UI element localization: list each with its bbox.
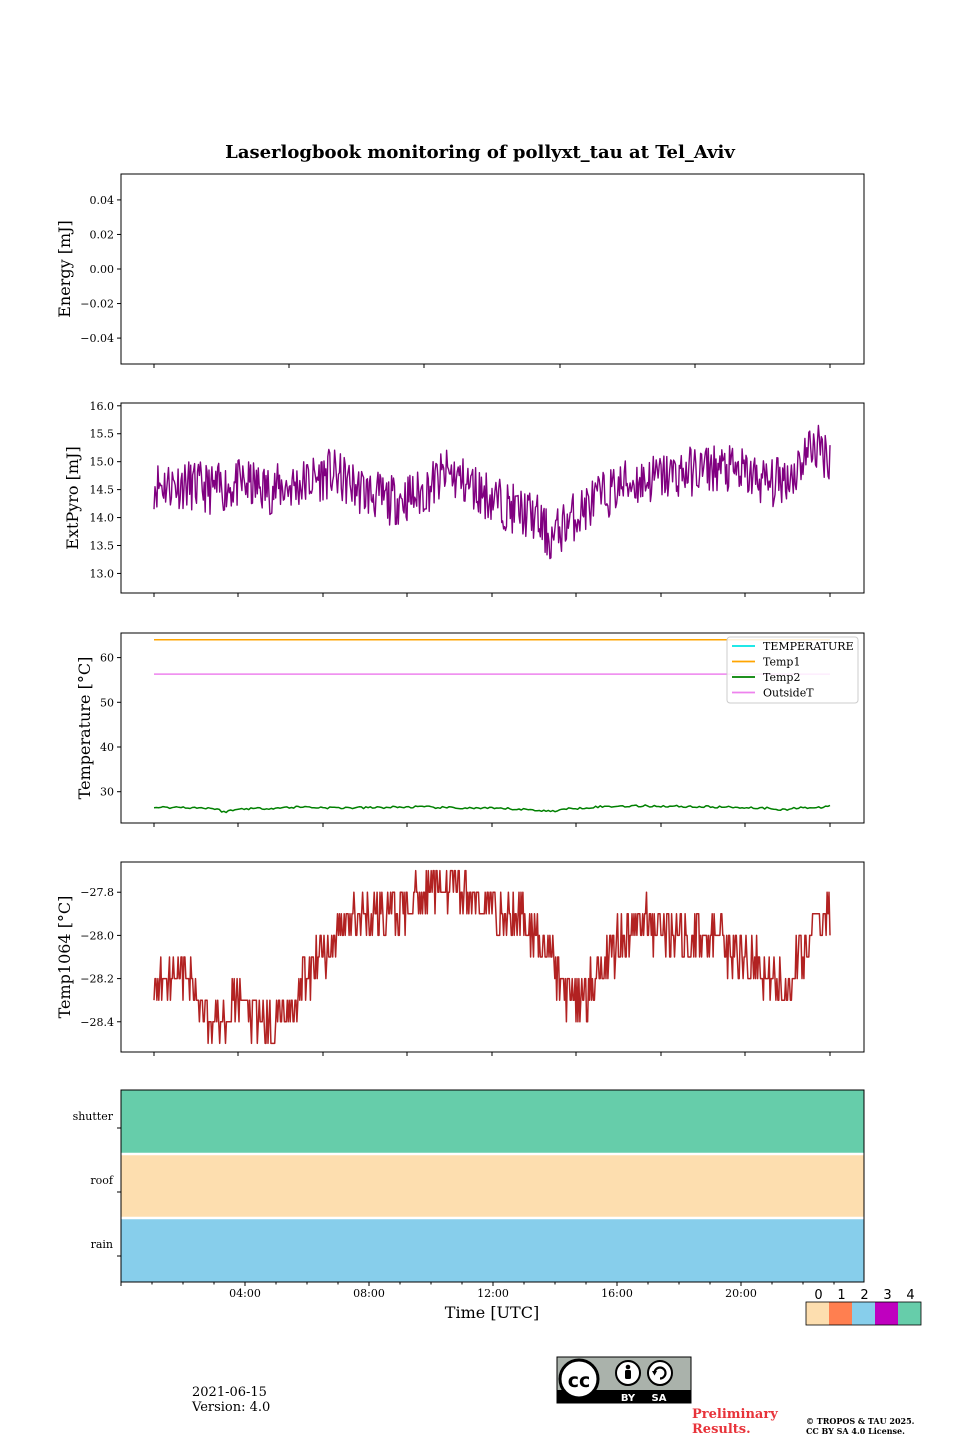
copyright-line1: © TROPOS & TAU 2025.: [806, 1416, 915, 1426]
y-tick-label: −28.0: [80, 929, 114, 942]
row-label-roof: roof: [90, 1174, 114, 1187]
y-tick-label: 15.0: [90, 456, 115, 469]
y-tick-label: −28.4: [80, 1016, 114, 1029]
legend-entry: Temp2: [763, 671, 800, 684]
colorbar-label-3: 3: [883, 1288, 891, 1303]
series-line-1: [153, 424, 831, 560]
y-tick-label: 60: [100, 652, 114, 665]
cc-logo-text: cc: [568, 1370, 591, 1392]
panel-5: shutter roof rain 04:00 08:00 12:00 16:00 20:00…: [73, 1089, 865, 1322]
colorbar-label-0: 0: [814, 1288, 822, 1303]
y-axis-label: Temp1064 [°C]: [55, 896, 74, 1019]
colorbar-label-4: 4: [906, 1288, 914, 1303]
y-tick-label: −0.04: [80, 332, 114, 345]
y-tick-label: 0.02: [90, 228, 115, 241]
y-axis-label: Temperature [°C]: [75, 657, 94, 800]
x-tick-label: 12:00: [477, 1287, 509, 1300]
y-axis-label: Energy [mJ]: [55, 220, 74, 318]
x-tick-label: 20:00: [725, 1287, 757, 1300]
panel-1: 0.04 0.02 0.00 −0.02 −0.04 Energy [mJ]: [55, 173, 865, 368]
cc-sa-label: SA: [652, 1393, 667, 1404]
y-tick-label: 15.5: [90, 428, 115, 441]
y-tick-label: 50: [100, 696, 114, 709]
status-band-shutter: [121, 1090, 864, 1154]
preliminary-line1: Preliminary: [692, 1407, 778, 1422]
legend-entry: Temp1: [763, 656, 800, 669]
colorbar-label-2: 2: [860, 1288, 868, 1303]
status-band-rain: [121, 1218, 864, 1282]
panel-3: 60 50 40 30 Temperature [°C] TEMPERATURE Temp1…: [75, 632, 865, 827]
y-axis-label: ExtPyro [mJ]: [63, 446, 82, 549]
legend-entry: TEMPERATURE: [763, 640, 854, 653]
colorbar-swatch-2: [852, 1302, 875, 1325]
legend-box: [726, 636, 859, 704]
footer-version: Version: 4.0: [191, 1400, 270, 1415]
colorbar-swatch-4: [898, 1302, 921, 1325]
footer-date: 2021-06-15: [192, 1385, 267, 1400]
panel-4: −27.8 −28.0 −28.2 −28.4 Temp1064 [°C]: [55, 861, 865, 1056]
colorbar-swatch-3: [875, 1302, 898, 1325]
y-tick-label: 13.0: [90, 567, 115, 580]
preliminary-line2: Results.: [692, 1422, 751, 1437]
panel-1-frame: [120, 173, 865, 365]
copyright-line2: CC BY SA 4.0 License.: [806, 1426, 905, 1436]
cc-by-sa-logo: cc BY SA: [556, 1356, 692, 1404]
y-tick-label: 14.0: [90, 512, 115, 525]
colorbar-label-1: 1: [837, 1288, 845, 1303]
x-tick-label: 04:00: [229, 1287, 261, 1300]
row-label-shutter: shutter: [73, 1110, 114, 1123]
share-alike-icon: [647, 1360, 673, 1386]
y-tick-label: 0.04: [90, 194, 115, 207]
y-tick-label: 13.5: [90, 540, 115, 553]
y-tick-label: 16.0: [90, 400, 115, 413]
x-axis-label: Time [UTC]: [445, 1303, 539, 1322]
colorbar-swatch-1: [829, 1302, 852, 1325]
y-tick-label: 14.5: [90, 484, 115, 497]
series-temp2: [153, 804, 831, 814]
x-tick-label: 08:00: [353, 1287, 385, 1300]
series-line-1: [153, 869, 831, 1045]
panel-2: 16.0 15.5 15.0 14.5 14.0 13.5 13.0 ExtPyro [mJ]: [63, 400, 865, 597]
x-tick-label: 16:00: [601, 1287, 633, 1300]
row-label-rain: rain: [91, 1238, 113, 1251]
panels: 0.04 0.02 0.00 −0.02 −0.04 Energy [mJ] 16.0 15.…: [55, 173, 865, 1322]
y-tick-label: 0.00: [90, 263, 115, 276]
colorbar-swatch-0: [806, 1302, 829, 1325]
figure-title: Laserlogbook monitoring of pollyxt_tau a…: [225, 142, 735, 163]
y-tick-label: −27.8: [80, 886, 114, 899]
legend-entry: OutsideT: [763, 687, 814, 700]
status-band-roof: [121, 1154, 864, 1218]
cc-by-label: BY: [621, 1393, 636, 1404]
y-tick-label: 40: [100, 741, 114, 754]
y-tick-label: −0.02: [80, 298, 114, 311]
y-tick-label: 30: [100, 786, 114, 799]
y-tick-label: −28.2: [80, 973, 114, 986]
legend: TEMPERATURE Temp1 Temp2 OutsideT: [726, 636, 859, 704]
colorbar-frame: [805, 1301, 922, 1326]
